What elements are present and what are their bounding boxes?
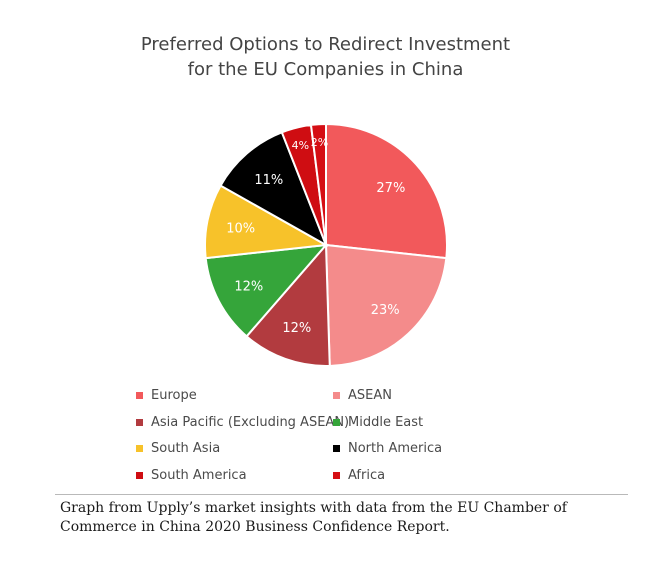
pie-chart: 27% 23% 12% 12% 10% 11% 4% 2% bbox=[204, 122, 448, 367]
data-label-south-america: 4% bbox=[292, 139, 309, 152]
chart-title-line-2: for the EU Companies in China bbox=[187, 59, 464, 80]
pie-slice-africa bbox=[309, 122, 327, 246]
data-label-europe: 27% bbox=[376, 181, 405, 196]
pie-slice-south-asia bbox=[204, 184, 330, 260]
pie-slice-asean bbox=[324, 243, 448, 367]
data-label-africa: 2% bbox=[311, 136, 328, 149]
data-label-north-america: 11% bbox=[254, 173, 283, 188]
chart-title-line-1: Preferred Options to Redirect Investment bbox=[140, 34, 511, 55]
pie-slice-asia-pacific-excluding-asean bbox=[245, 242, 331, 367]
data-label-asia-pacific-excluding-asean: 12% bbox=[282, 321, 311, 336]
data-label-south-asia: 10% bbox=[226, 222, 255, 237]
pie-slice-europe bbox=[325, 122, 448, 260]
figure-caption: Graph from Upply’s market insights with … bbox=[60, 500, 567, 535]
chart-title: Preferred Options to Redirect Investment… bbox=[0, 32, 651, 82]
pie-slice-middle-east bbox=[204, 243, 329, 338]
caption-divider bbox=[55, 494, 628, 495]
data-label-middle-east: 12% bbox=[234, 279, 263, 294]
data-label-asean: 23% bbox=[371, 303, 400, 318]
pie-slice-north-america bbox=[219, 131, 328, 248]
